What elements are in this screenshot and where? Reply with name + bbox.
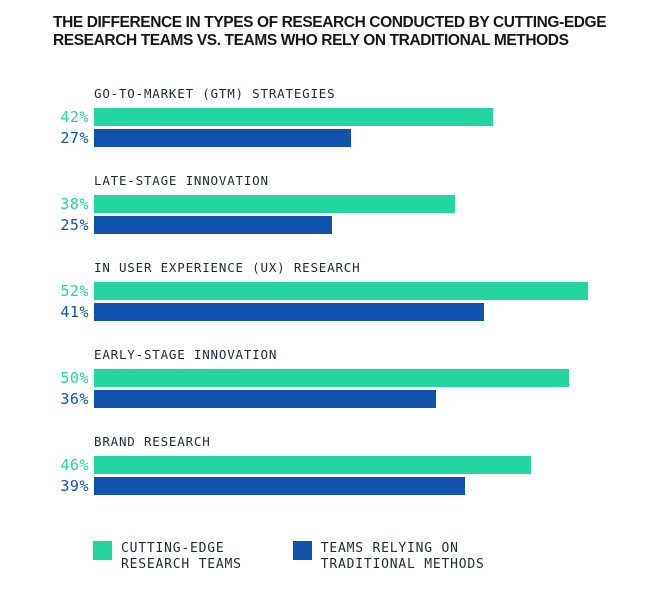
category-label: LATE-STAGE INNOVATION xyxy=(94,173,269,188)
legend-swatch-cutting-edge xyxy=(93,541,112,560)
category-label: GO-TO-MARKET (GTM) STRATEGIES xyxy=(94,86,336,101)
value-label: 25% xyxy=(60,216,89,234)
value-label: 27% xyxy=(60,129,89,147)
bar-row: 27% xyxy=(53,129,650,147)
value-label: 52% xyxy=(60,282,89,300)
bar-row: 52% xyxy=(53,282,650,300)
chart-area: GO-TO-MARKET (GTM) STRATEGIES 42% 27% LATE-… xyxy=(53,87,650,495)
category-label: EARLY-STAGE INNOVATION xyxy=(94,347,278,362)
bar-row: 25% xyxy=(53,216,650,234)
value-label: 46% xyxy=(60,456,89,474)
chart-title: THE DIFFERENCE IN TYPES OF RESEARCH COND… xyxy=(0,0,650,50)
value-label: 36% xyxy=(60,390,89,408)
bar-cutting-edge xyxy=(94,108,493,126)
bar-cutting-edge xyxy=(94,195,455,213)
legend-swatch-traditional xyxy=(292,541,312,560)
bar-row: 41% xyxy=(53,303,650,321)
bar-row: 46% xyxy=(53,456,650,474)
bar-group: IN USER EXPERIENCE (UX) RESEARCH 52% 41% xyxy=(53,261,650,321)
bar-row: 42% xyxy=(53,108,650,126)
chart-title-line-2: RESEARCH TEAMS VS. TEAMS WHO RELY ON TRA… xyxy=(53,32,569,49)
category-label: BRAND RESEARCH xyxy=(94,434,211,449)
legend-label-traditional: TEAMS RELYING ON TRADITIONAL METHODS xyxy=(321,541,485,573)
legend-item-cutting-edge: CUTTING-EDGE RESEARCH TEAMS xyxy=(93,541,242,573)
legend-label-cutting-edge: CUTTING-EDGE RESEARCH TEAMS xyxy=(121,541,242,573)
bar-group: LATE-STAGE INNOVATION 38% 25% xyxy=(53,174,650,234)
legend-label-line: RESEARCH TEAMS xyxy=(121,557,242,572)
bar-group: EARLY-STAGE INNOVATION 50% 36% xyxy=(53,348,650,408)
bar-traditional xyxy=(94,477,465,495)
legend-item-traditional: TEAMS RELYING ON TRADITIONAL METHODS xyxy=(292,541,485,573)
bar-row: 39% xyxy=(53,477,650,495)
value-label: 38% xyxy=(60,195,89,213)
bar-cutting-edge xyxy=(94,282,588,300)
bar-traditional xyxy=(94,129,351,147)
bar-group: GO-TO-MARKET (GTM) STRATEGIES 42% 27% xyxy=(53,87,650,147)
bar-row: 38% xyxy=(53,195,650,213)
category-label: IN USER EXPERIENCE (UX) RESEARCH xyxy=(94,260,361,275)
bar-cutting-edge xyxy=(94,369,569,387)
value-label: 39% xyxy=(60,477,89,495)
bar-row: 50% xyxy=(53,369,650,387)
legend-label-line: TEAMS RELYING ON xyxy=(320,541,459,556)
legend-label-line: CUTTING-EDGE xyxy=(121,541,225,556)
bar-cutting-edge xyxy=(94,456,531,474)
bar-traditional xyxy=(94,216,332,234)
value-label: 42% xyxy=(60,108,89,126)
chart-legend: CUTTING-EDGE RESEARCH TEAMS TEAMS RELYIN… xyxy=(93,541,650,573)
bar-traditional xyxy=(94,303,484,321)
value-label: 41% xyxy=(60,303,89,321)
value-label: 50% xyxy=(60,369,89,387)
bar-row: 36% xyxy=(53,390,650,408)
chart-title-line-1: THE DIFFERENCE IN TYPES OF RESEARCH COND… xyxy=(53,14,607,31)
legend-label-line: TRADITIONAL METHODS xyxy=(320,557,485,572)
bar-traditional xyxy=(94,390,436,408)
bar-group: BRAND RESEARCH 46% 39% xyxy=(53,435,650,495)
